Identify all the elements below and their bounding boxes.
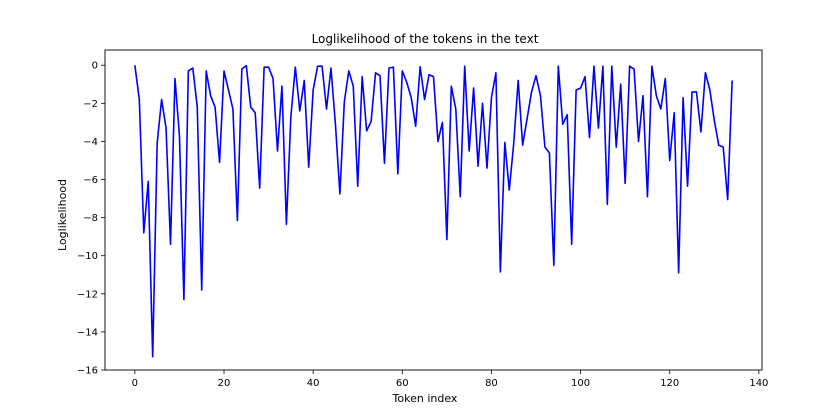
- x-tick-label: 100: [571, 378, 590, 389]
- x-axis-ticks: 0 20 40 60 80 100 120 140: [132, 370, 768, 389]
- x-tick-label: 120: [660, 378, 679, 389]
- x-tick-label: 60: [396, 378, 409, 389]
- x-tick-label: 20: [218, 378, 231, 389]
- x-tick-label: 0: [132, 378, 138, 389]
- x-tick-label: 40: [307, 378, 320, 389]
- y-tick-label: −6: [83, 175, 98, 186]
- y-tick-label: −12: [77, 289, 98, 300]
- x-tick-label: 80: [485, 378, 498, 389]
- y-tick-label: 0: [92, 61, 98, 72]
- y-tick-label: −14: [77, 327, 98, 338]
- plot-frame: [104, 49, 763, 371]
- y-tick-label: −8: [83, 213, 98, 224]
- series-line: [134, 64, 733, 358]
- y-tick-label: −4: [83, 137, 98, 148]
- x-tick-label: 140: [749, 378, 768, 389]
- y-tick-label: −2: [83, 99, 98, 110]
- y-axis-ticks: 0 −2 −4 −6 −8 −10 −12 −14 −16: [77, 61, 105, 377]
- x-axis-label: Token index: [392, 392, 458, 405]
- y-tick-label: −10: [77, 251, 98, 262]
- y-axis-label: Loglikelihood: [56, 179, 69, 251]
- plot-area: [134, 64, 733, 358]
- y-tick-label: −16: [77, 366, 98, 377]
- chart-title: Loglikelihood of the tokens in the text: [312, 32, 539, 46]
